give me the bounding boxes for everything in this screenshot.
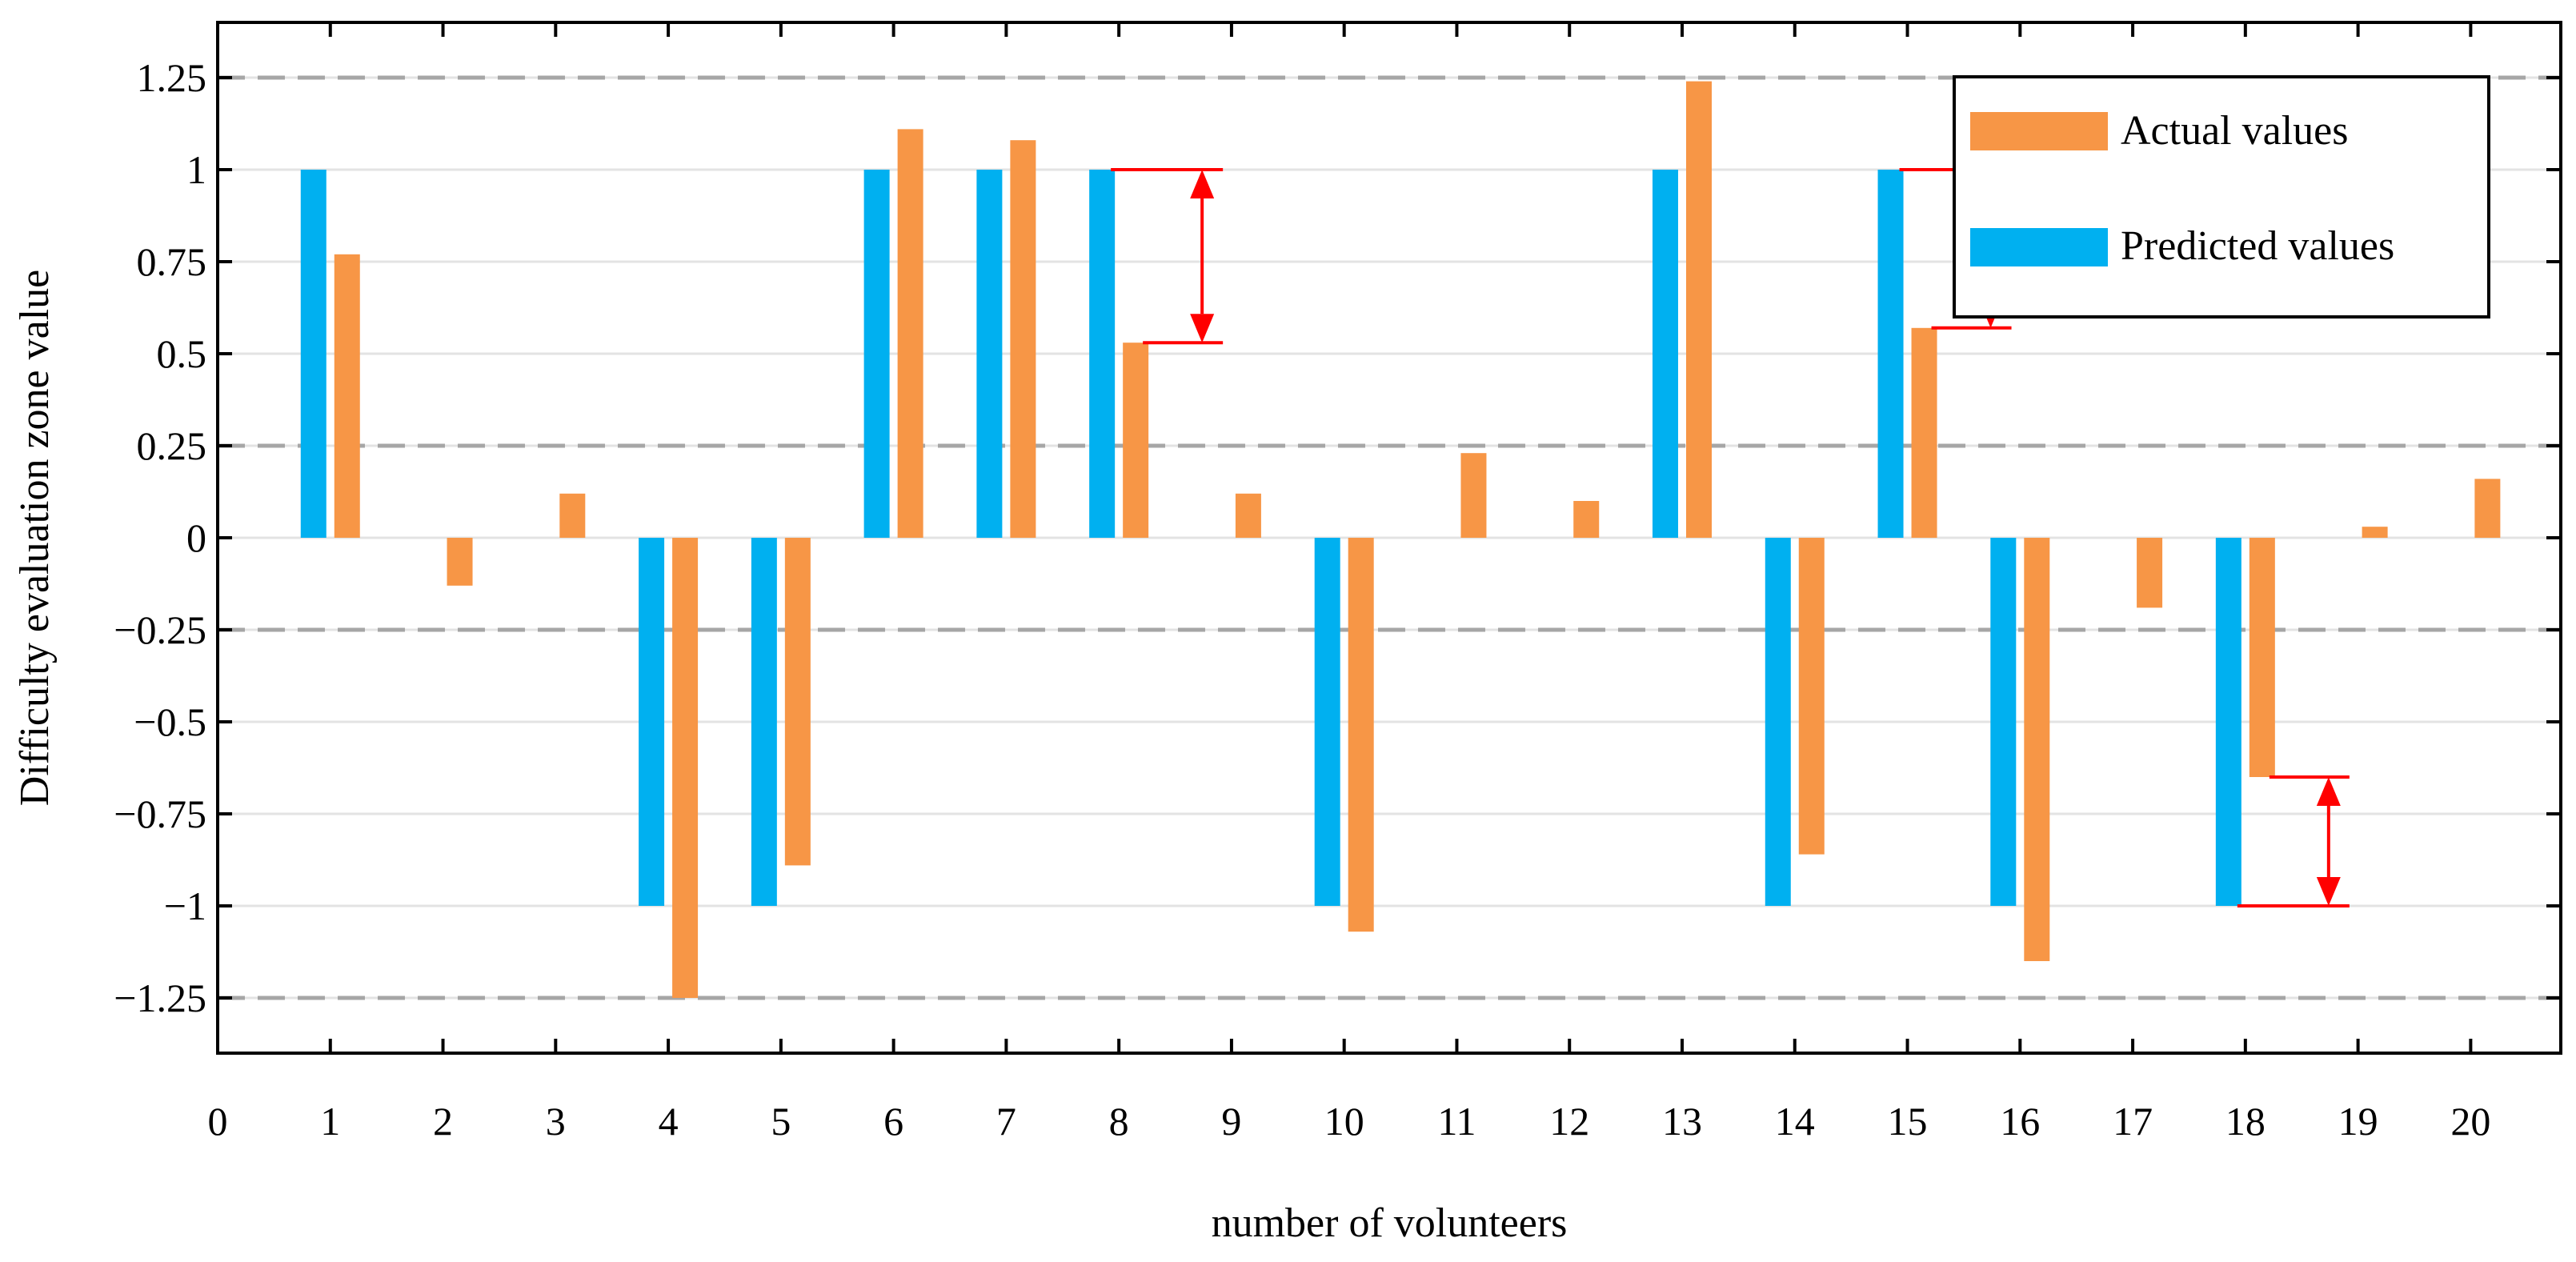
bar-actual: [1573, 501, 1600, 538]
bar-actual: [784, 538, 811, 866]
bar-predicted: [300, 170, 327, 538]
bar-predicted: [1653, 170, 1678, 538]
legend-swatch-actual: [1970, 112, 2108, 150]
y-tick-label: 0.25: [137, 423, 207, 468]
x-tick-label: 10: [1324, 1099, 1364, 1144]
bar-predicted: [639, 538, 665, 906]
y-tick-label: 1.25: [137, 55, 207, 100]
y-tick-label: −0.75: [114, 791, 206, 836]
x-tick-label: 8: [1109, 1099, 1129, 1144]
x-tick-label: 13: [1662, 1099, 1702, 1144]
bar-predicted: [1990, 538, 2017, 906]
error-arrow-head: [2316, 877, 2341, 906]
bar-actual: [1235, 493, 1261, 538]
x-tick-label: 5: [771, 1099, 791, 1144]
bar-actual: [1460, 453, 1487, 538]
x-tick-label: 17: [2113, 1099, 2153, 1144]
error-arrow-head: [2316, 777, 2341, 806]
y-tick-label: 0.75: [137, 239, 207, 284]
bar-actual: [1010, 140, 1036, 538]
y-tick-label: −1: [164, 883, 206, 928]
bar-actual: [2249, 538, 2275, 777]
x-tick-label: 6: [883, 1099, 903, 1144]
error-arrow: [1111, 168, 1224, 345]
bar-actual: [897, 129, 923, 538]
x-tick-label: 1: [320, 1099, 340, 1144]
bar-predicted: [751, 538, 777, 906]
y-tick-label: −0.5: [134, 699, 206, 744]
y-tick-label: −1.25: [114, 976, 206, 1020]
x-tick-label: 20: [2450, 1099, 2490, 1144]
x-tick-label: 16: [2000, 1099, 2040, 1144]
bar-actual: [559, 493, 586, 538]
legend: Actual values Predicted values: [1953, 75, 2490, 319]
x-tick-label: 12: [1549, 1099, 1589, 1144]
x-tick-label: 9: [1221, 1099, 1241, 1144]
bar-actual: [1348, 538, 1374, 932]
error-arrow-head: [1190, 170, 1215, 198]
bar-actual: [2362, 527, 2388, 538]
y-tick-label: 0: [186, 515, 206, 560]
bar-actual: [447, 538, 473, 586]
legend-label-actual: Actual values: [2121, 108, 2348, 154]
bar-actual: [1686, 81, 1712, 539]
zone-boundary-lines: [218, 75, 2561, 1000]
bar-actual: [1123, 343, 1149, 538]
x-tick-label: 11: [1437, 1099, 1476, 1144]
bar-actual: [2137, 538, 2163, 608]
error-arrow-head: [1190, 314, 1215, 343]
bar-actual: [1911, 327, 1937, 538]
x-tick-label: 7: [996, 1099, 1016, 1144]
x-tick-label: 14: [1775, 1099, 1815, 1144]
y-tick-label: 0.5: [157, 331, 207, 376]
y-axis-title: Difficulty evaluation zone value: [12, 270, 58, 806]
bar-actual: [2024, 538, 2050, 961]
x-axis-ticks: 0 1 2 3 4 5 6 7 8 9 10 11 12 13 14 15 16 17 18 19 20: [208, 22, 2490, 1144]
bar-predicted: [863, 170, 890, 538]
x-tick-label: 4: [659, 1099, 679, 1144]
bar-actual: [1798, 538, 1825, 855]
y-tick-label: −0.25: [114, 607, 206, 652]
x-tick-label: 15: [1888, 1099, 1928, 1144]
x-tick-label: 3: [546, 1099, 566, 1144]
bar-predicted: [1089, 170, 1116, 538]
bar-predicted: [2215, 538, 2241, 906]
y-axis-ticks: 1.25 1 0.75 0.5 0.25 0 −0.25 −0.5 −0.75 −1 −1.25: [114, 55, 2561, 1020]
x-tick-label: 0: [208, 1099, 228, 1144]
x-tick-label: 19: [2338, 1099, 2378, 1144]
bar-predicted: [1765, 538, 1791, 906]
bar-actual: [334, 254, 360, 538]
bar-predicted: [1314, 538, 1340, 906]
legend-label-predicted: Predicted values: [2121, 223, 2394, 269]
bar-predicted: [1877, 170, 1904, 538]
legend-swatch-predicted: [1970, 228, 2108, 266]
x-tick-label: 2: [433, 1099, 453, 1144]
bar-group: [300, 81, 2501, 998]
y-tick-label: 1: [186, 147, 206, 192]
error-arrow: [2237, 775, 2350, 907]
bar-predicted: [976, 170, 1003, 538]
bar-actual: [672, 538, 699, 998]
x-tick-label: 18: [2225, 1099, 2266, 1144]
bar-actual: [2474, 479, 2501, 538]
x-axis-title: number of volunteers: [1212, 1200, 1568, 1246]
